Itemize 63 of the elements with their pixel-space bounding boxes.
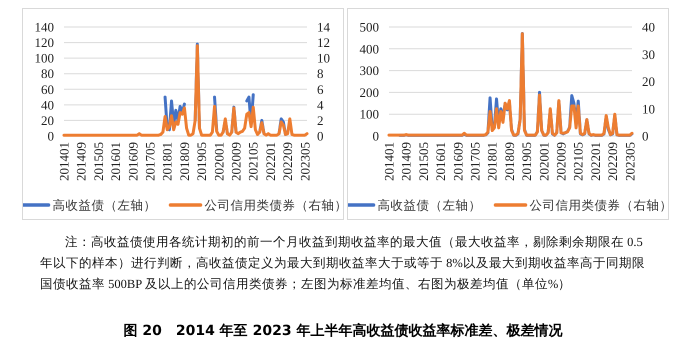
x-tick-label: 202009 xyxy=(228,142,244,181)
x-tick-label: 202209 xyxy=(605,142,620,181)
x-tick-label: 202105 xyxy=(570,142,586,181)
x-tick-label: 201809 xyxy=(176,142,192,181)
legend-label: 高收益债（左轴） xyxy=(52,198,156,212)
x-tick-label: 202001 xyxy=(536,142,552,181)
y2-tick-label: 40 xyxy=(642,20,655,34)
x-tick-label: 202201 xyxy=(588,142,603,181)
y2-tick-label: 8 xyxy=(317,66,324,82)
y2-tick-label: 30 xyxy=(642,46,655,62)
x-tick-label: 201705 xyxy=(468,142,483,181)
x-tick-label: 201801 xyxy=(484,142,500,181)
y-tick-label: 140 xyxy=(34,20,54,34)
y2-tick-label: 14 xyxy=(317,20,330,34)
x-tick-label: 201609 xyxy=(125,142,140,181)
legend-label: 公司信用类债券（右轴） xyxy=(204,198,348,212)
y-tick-label: 500 xyxy=(360,20,379,34)
x-tick-label: 202305 xyxy=(622,142,638,181)
x-tick-label: 202201 xyxy=(262,142,278,181)
x-tick-label: 201801 xyxy=(160,142,175,181)
y-tick-label: 100 xyxy=(34,50,54,66)
y2-tick-label: 6 xyxy=(317,82,324,97)
y-tick-label: 80 xyxy=(41,66,54,82)
x-tick-label: 201505 xyxy=(90,142,106,181)
x-tick-label: 201609 xyxy=(450,142,466,181)
x-tick-label: 201401 xyxy=(56,142,72,181)
y2-tick-label: 12 xyxy=(317,35,330,50)
y-tick-label: 20 xyxy=(41,112,54,128)
y2-tick-label: 0 xyxy=(642,128,648,144)
x-tick-label: 201905 xyxy=(194,142,210,181)
x-tick-label: 201809 xyxy=(502,142,517,181)
y-tick-label: 300 xyxy=(360,63,379,78)
y2-tick-label: 4 xyxy=(317,97,324,112)
caption: 图 20 2014 年至 2023 年上半年高收益债收益率标准差、极差情况 xyxy=(122,322,564,340)
x-tick-label: 202105 xyxy=(246,142,261,181)
y2-tick-label: 10 xyxy=(642,101,655,116)
text: 注：高收益债使用各统计期初的前一个月收益到期收益率的最大值（最大收益率，剔除剩余期限在 0.5 年以下的样本）进行判断，高收益债定义为最大到期收益率大于或等于 8%以及最大到期收益率高于同期限国债收益率 500BP 及以上的公司信用类债券；左图为标准差均值、右图为极差均值（单位%） xyxy=(40,234,646,293)
y-tick-label: 100 xyxy=(360,106,379,122)
y-tick-label: 120 xyxy=(34,35,54,50)
x-tick-label: 201401 xyxy=(382,142,396,181)
legend-label: 公司信用类债券（右轴） xyxy=(530,198,672,212)
y2-tick-label: 2 xyxy=(317,112,324,128)
x-tick-label: 201601 xyxy=(433,142,448,181)
y-tick-label: 0 xyxy=(48,128,54,144)
x-tick-label: 201505 xyxy=(416,142,431,181)
x-tick-label: 201705 xyxy=(142,142,158,181)
x-tick-label: 201905 xyxy=(519,142,534,181)
x-tick-label: 201409 xyxy=(74,142,89,181)
y2-tick-label: 20 xyxy=(642,74,655,89)
y-tick-label: 200 xyxy=(360,84,379,100)
x-tick-label: 202209 xyxy=(280,142,296,181)
y2-tick-label: 10 xyxy=(317,50,330,66)
legend-label: 高收益债（左轴） xyxy=(378,198,482,212)
y-tick-label: 400 xyxy=(360,41,379,56)
x-tick-label: 201601 xyxy=(108,142,124,181)
x-tick-label: 202001 xyxy=(211,142,226,181)
x-tick-label: 202009 xyxy=(554,142,569,181)
y-tick-label: 40 xyxy=(41,97,54,112)
x-tick-label: 201409 xyxy=(398,142,414,181)
y-tick-label: 60 xyxy=(41,82,54,97)
y-tick-label: 0 xyxy=(372,128,379,144)
y2-tick-label: 0 xyxy=(317,128,324,144)
x-tick-label: 202305 xyxy=(297,142,312,181)
